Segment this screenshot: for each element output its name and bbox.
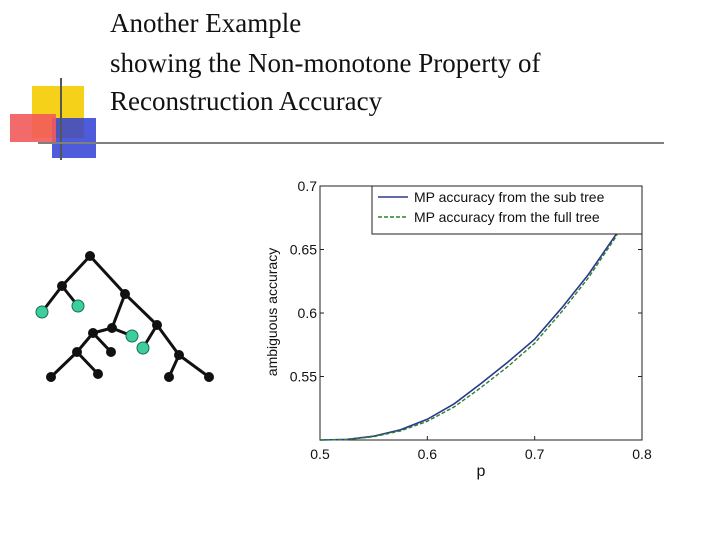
x-axis-label: p bbox=[477, 463, 486, 480]
tree-node-black bbox=[107, 323, 117, 333]
tree-edge bbox=[75, 350, 100, 376]
tree-node-black bbox=[106, 347, 116, 357]
slide-title-line-2: showing the Non-monotone Property of bbox=[110, 48, 541, 78]
phylogenetic-tree-diagram bbox=[35, 251, 214, 382]
deco-red-square bbox=[10, 114, 56, 142]
y-tick-label: 0.65 bbox=[290, 242, 317, 258]
legend-entry-label: MP accuracy from the full tree bbox=[414, 209, 600, 225]
tree-edge bbox=[178, 353, 210, 379]
y-tick-label: 0.6 bbox=[298, 305, 318, 321]
tree-node-black bbox=[85, 251, 95, 261]
tree-node-black bbox=[72, 347, 82, 357]
tree-node-black bbox=[93, 369, 103, 379]
tree-node-green bbox=[71, 299, 85, 313]
deco-blue-square bbox=[52, 118, 96, 158]
x-tick-label: 0.8 bbox=[632, 446, 652, 462]
y-axis-label: ambiguous accuracy bbox=[264, 248, 280, 376]
tree-node-black bbox=[204, 372, 214, 382]
tree-node-black bbox=[152, 320, 162, 330]
tree-node-green bbox=[125, 329, 139, 343]
tree-edge bbox=[49, 350, 79, 379]
tree-nodes bbox=[35, 251, 214, 382]
tree-node-black bbox=[164, 372, 174, 382]
tree-node-black bbox=[120, 289, 130, 299]
x-tick-label: 0.5 bbox=[310, 446, 330, 462]
tree-edge bbox=[88, 254, 127, 296]
title-underline-rule bbox=[38, 142, 664, 144]
tree-node-black bbox=[46, 372, 56, 382]
tree-edge bbox=[155, 324, 181, 356]
x-tick-label: 0.6 bbox=[418, 446, 438, 462]
deco-vertical-rule bbox=[60, 78, 62, 160]
tree-node-black bbox=[88, 328, 98, 338]
chart-ticks: 0.5 0.6 0.7 0.8 0.55 0.6 0.65 0.7 bbox=[290, 178, 652, 462]
x-tick-label: 0.7 bbox=[525, 446, 545, 462]
legend-entry-label: MP accuracy from the sub tree bbox=[414, 189, 605, 205]
tree-edges bbox=[40, 254, 210, 379]
tree-node-black bbox=[57, 281, 67, 291]
y-tick-label: 0.55 bbox=[290, 369, 317, 385]
tree-edge bbox=[60, 254, 92, 288]
series-line-sub-tree bbox=[319, 185, 643, 441]
tree-edge bbox=[123, 292, 159, 327]
tree-node-green bbox=[136, 341, 150, 355]
y-tick-label: 0.7 bbox=[298, 178, 318, 194]
chart-legend: MP accuracy from the sub tree MP accuracy… bbox=[371, 185, 643, 235]
tree-edge bbox=[110, 293, 127, 329]
accuracy-line-chart: 0.5 0.6 0.7 0.8 0.55 0.6 0.65 0.7 MP accuracy f… bbox=[264, 178, 652, 480]
series-line-full-tree bbox=[319, 186, 643, 441]
tree-node-green bbox=[35, 305, 49, 319]
tree-node-black bbox=[174, 350, 184, 360]
chart-series bbox=[319, 185, 643, 441]
slide-title-line-1: Another Example bbox=[110, 8, 302, 38]
slide-title-line-3: Reconstruction Accuracy bbox=[110, 86, 383, 116]
legend-box bbox=[371, 185, 643, 235]
